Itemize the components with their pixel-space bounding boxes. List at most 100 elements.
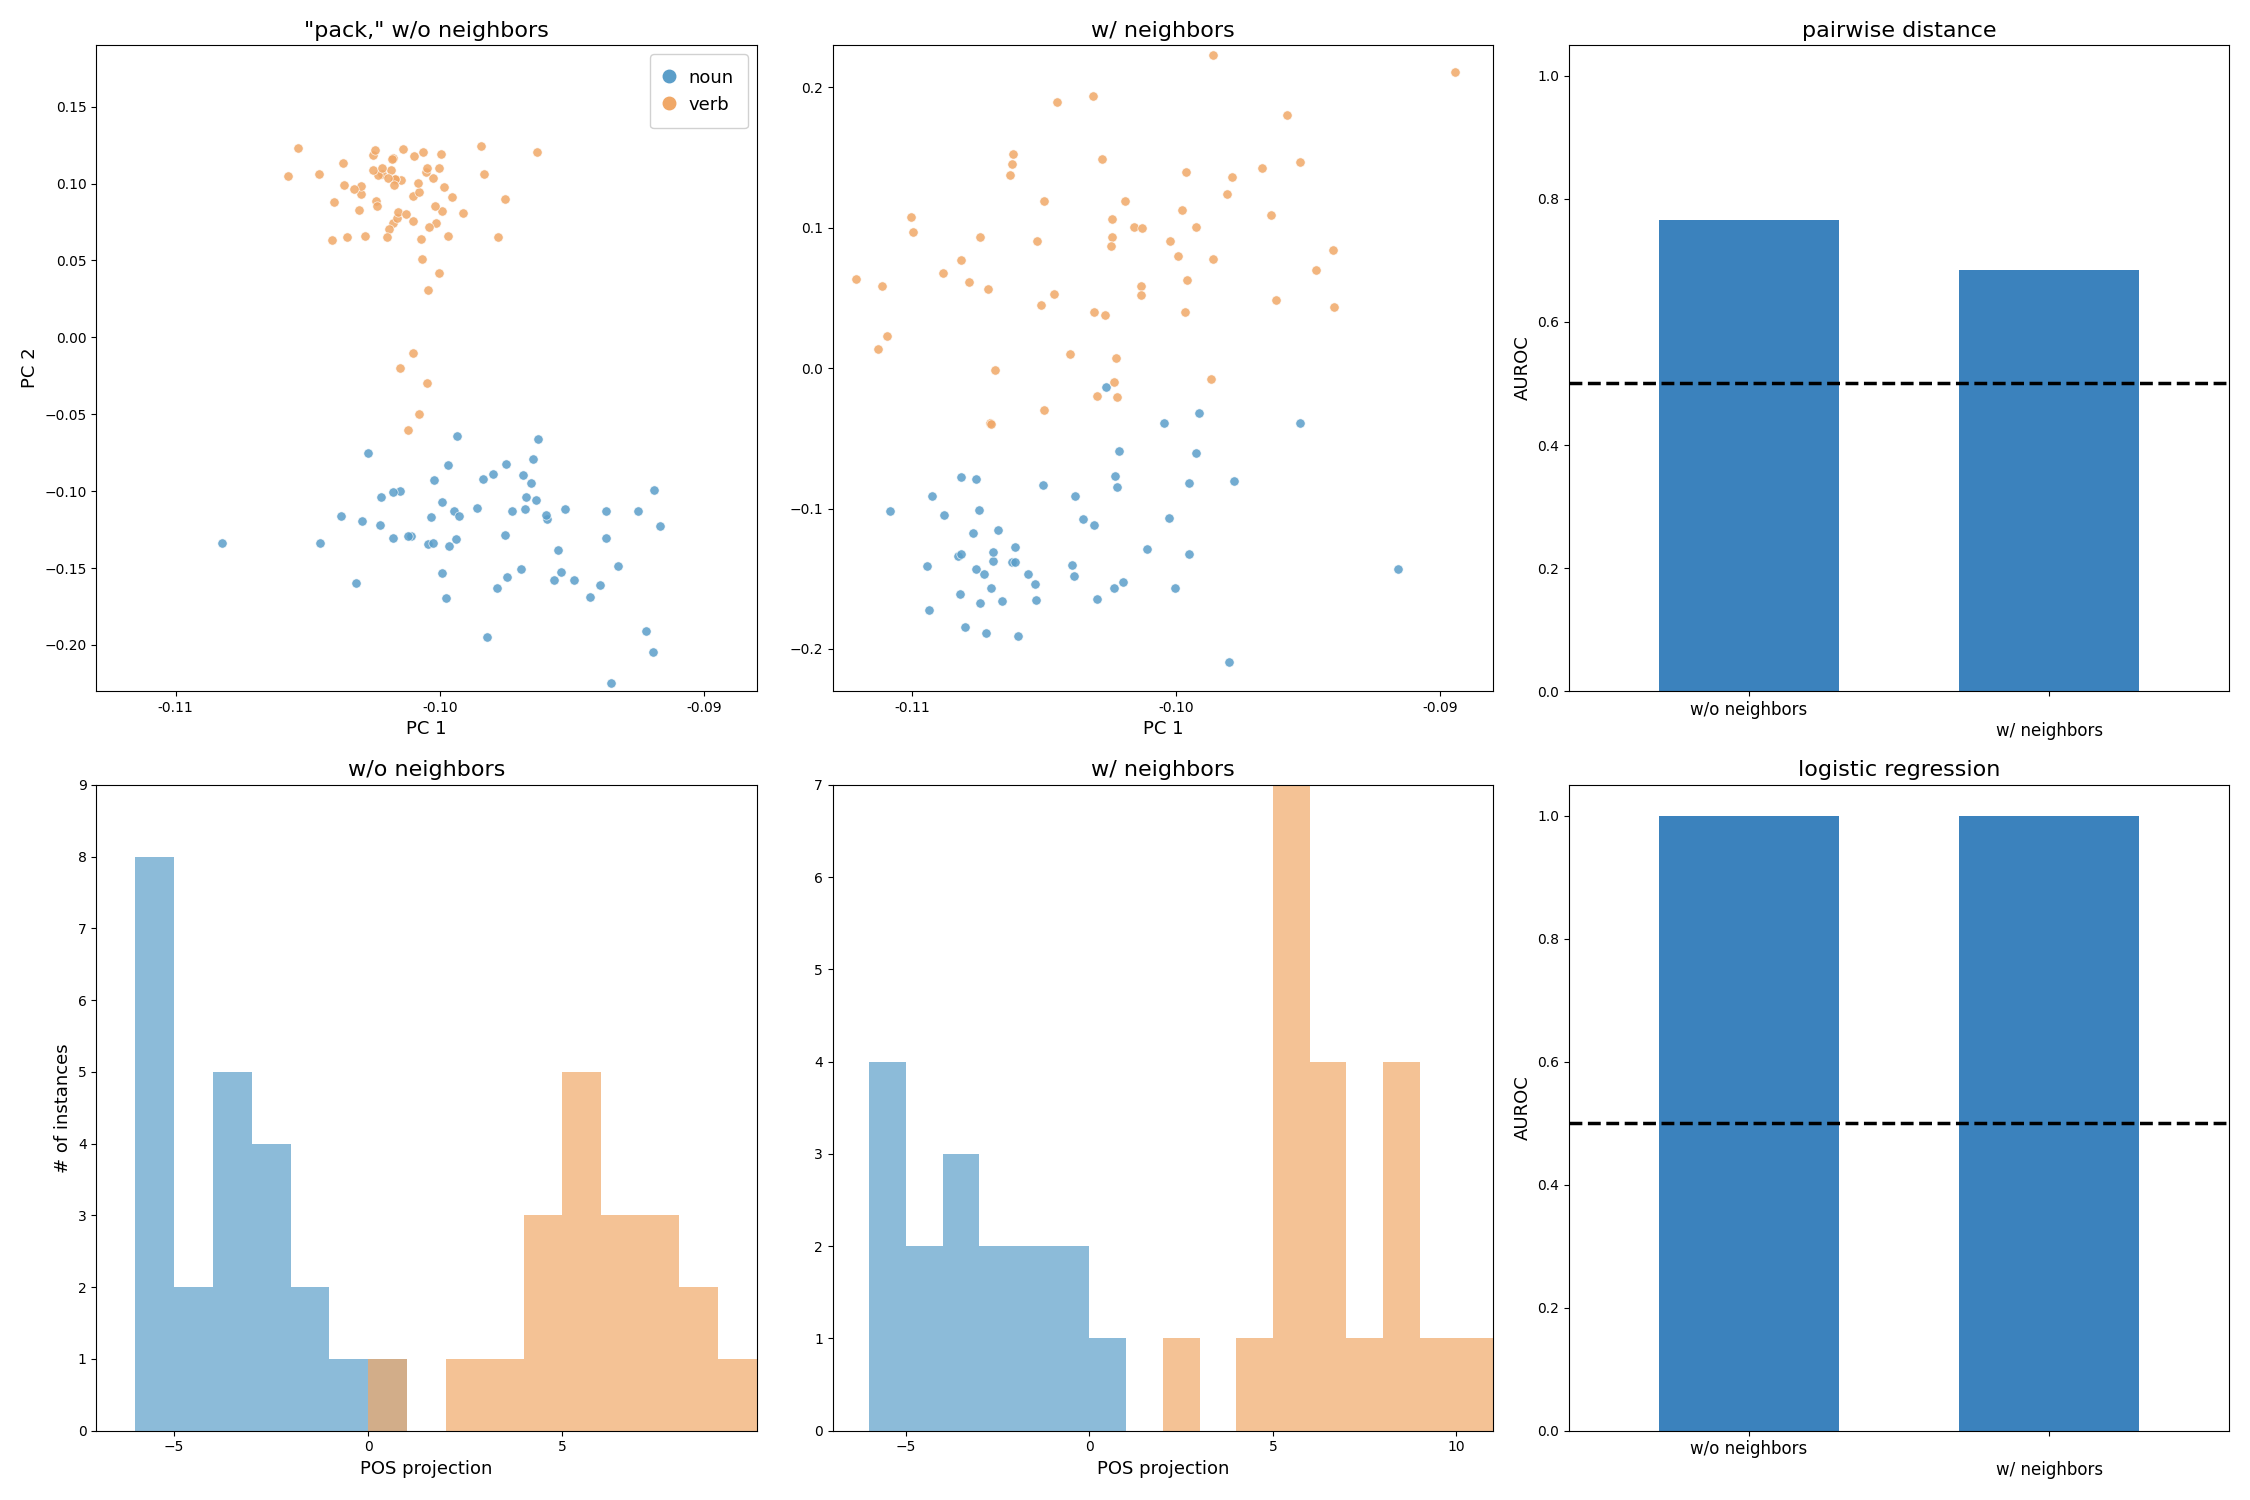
Point xyxy=(488,452,524,476)
Point xyxy=(1107,189,1143,213)
Point xyxy=(410,532,446,556)
Point xyxy=(997,550,1033,574)
Point xyxy=(736,184,772,209)
Point xyxy=(1096,576,1132,600)
Y-axis label: PC 2: PC 2 xyxy=(20,348,38,388)
Point xyxy=(1123,274,1159,298)
Point xyxy=(464,135,500,159)
Point xyxy=(1053,554,1089,578)
Point xyxy=(956,522,992,546)
Title: w/ neighbors: w/ neighbors xyxy=(1091,21,1235,40)
Bar xyxy=(1163,1338,1199,1431)
Point xyxy=(326,150,362,174)
Point xyxy=(479,576,515,600)
Point xyxy=(970,278,1006,302)
Point xyxy=(410,279,446,303)
Point xyxy=(1170,268,1206,292)
Point xyxy=(315,228,351,252)
Point xyxy=(529,503,565,526)
Point xyxy=(1379,556,1415,580)
Point xyxy=(430,225,466,249)
Point xyxy=(1037,282,1073,306)
Point xyxy=(342,198,378,222)
Point xyxy=(513,471,549,495)
Point xyxy=(518,488,554,512)
Point xyxy=(1076,513,1112,537)
Point xyxy=(1089,375,1125,399)
Point xyxy=(943,249,979,273)
Point xyxy=(1438,60,1474,84)
Point xyxy=(925,261,961,285)
Point xyxy=(430,453,466,477)
Point xyxy=(961,498,997,522)
Point xyxy=(972,411,1008,435)
Point xyxy=(979,518,1015,542)
Point xyxy=(1098,345,1134,369)
Point xyxy=(369,225,405,249)
Point xyxy=(423,142,459,166)
Bar xyxy=(943,1154,979,1431)
Point xyxy=(832,0,868,2)
Point xyxy=(389,525,425,549)
X-axis label: POS projection: POS projection xyxy=(1096,1460,1228,1478)
Point xyxy=(380,200,416,223)
Point xyxy=(434,184,470,209)
Point xyxy=(1125,216,1161,240)
Point xyxy=(909,554,945,578)
Point xyxy=(1078,588,1114,612)
Point xyxy=(1170,471,1206,495)
Bar xyxy=(1053,1246,1089,1431)
Point xyxy=(506,496,542,520)
Point xyxy=(425,176,461,200)
Point xyxy=(1100,438,1136,462)
Point xyxy=(382,478,418,502)
Point xyxy=(315,190,351,214)
Point xyxy=(423,489,459,513)
Point xyxy=(992,164,1028,188)
Point xyxy=(547,496,583,520)
Point xyxy=(803,261,839,285)
Point xyxy=(1026,398,1062,422)
Point xyxy=(594,672,630,696)
Point xyxy=(1053,342,1089,366)
Point xyxy=(439,424,475,448)
Point xyxy=(1017,573,1053,597)
Point xyxy=(488,566,524,590)
Point xyxy=(394,524,430,548)
Point xyxy=(205,531,241,555)
Point xyxy=(360,162,396,186)
Point xyxy=(421,261,457,285)
Point xyxy=(637,478,673,502)
Point xyxy=(374,526,410,550)
Point xyxy=(1064,507,1100,531)
Point xyxy=(281,136,317,160)
Point xyxy=(436,500,472,523)
Point xyxy=(358,194,394,217)
Point xyxy=(873,500,909,523)
Point xyxy=(974,540,1010,564)
Point xyxy=(1253,202,1289,226)
Point xyxy=(1150,506,1186,530)
Point xyxy=(1195,248,1231,272)
Point xyxy=(1058,483,1094,507)
Point xyxy=(1244,156,1280,180)
Point xyxy=(893,204,929,228)
Point xyxy=(344,182,380,206)
Point xyxy=(403,226,439,251)
Point xyxy=(1195,44,1231,68)
Point xyxy=(1087,303,1123,327)
Point xyxy=(1040,90,1076,114)
Point xyxy=(1170,543,1206,567)
Point xyxy=(1163,198,1199,222)
Point xyxy=(416,531,452,555)
Point xyxy=(958,466,994,490)
Point xyxy=(385,138,421,162)
Point xyxy=(974,413,1010,436)
Y-axis label: AUROC: AUROC xyxy=(1514,336,1532,400)
Point xyxy=(1177,441,1213,465)
Point xyxy=(428,586,464,610)
Point xyxy=(1192,366,1228,390)
Point xyxy=(1152,230,1188,254)
Point xyxy=(1024,472,1060,496)
Point xyxy=(1010,561,1046,585)
